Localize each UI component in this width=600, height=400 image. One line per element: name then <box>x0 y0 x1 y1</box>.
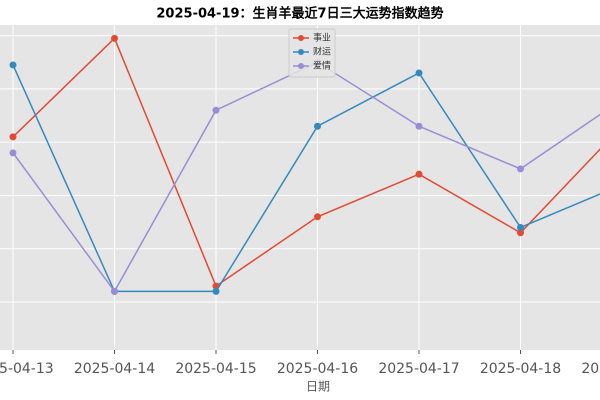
legend-marker <box>298 63 304 69</box>
marker <box>314 122 321 130</box>
marker <box>111 287 118 295</box>
marker <box>9 149 17 157</box>
marker <box>517 223 524 231</box>
plot-area <box>0 25 600 350</box>
marker <box>415 69 423 77</box>
legend-label: 爱情 <box>313 60 331 72</box>
marker <box>314 213 321 221</box>
marker <box>212 106 220 114</box>
x-axis-label: 日期 <box>306 380 330 394</box>
marker <box>111 34 118 42</box>
x-tick-label: 2025-04-13 <box>0 361 54 377</box>
legend-label: 财运 <box>313 46 331 58</box>
marker <box>9 133 17 141</box>
x-tick-label: 2025-04-17 <box>378 361 459 377</box>
x-tick-label: 2025-04-18 <box>480 361 561 377</box>
x-tick-label: 2025-04-16 <box>277 361 358 377</box>
marker <box>212 287 220 295</box>
x-tick-label: 2025-04-14 <box>74 361 155 377</box>
legend-marker <box>298 35 304 41</box>
legend-label: 事业 <box>313 32 331 44</box>
marker <box>9 61 17 69</box>
x-tick-label: 2025-04-15 <box>175 361 256 377</box>
marker <box>517 229 524 237</box>
legend-marker <box>298 49 304 55</box>
x-tick-label: 2025-04-19 <box>581 361 600 377</box>
marker <box>415 170 423 178</box>
marker <box>415 122 423 130</box>
chart-title: 2025-04-19：生肖羊最近7日三大运势指数趋势 <box>156 6 443 22</box>
marker <box>517 165 524 173</box>
